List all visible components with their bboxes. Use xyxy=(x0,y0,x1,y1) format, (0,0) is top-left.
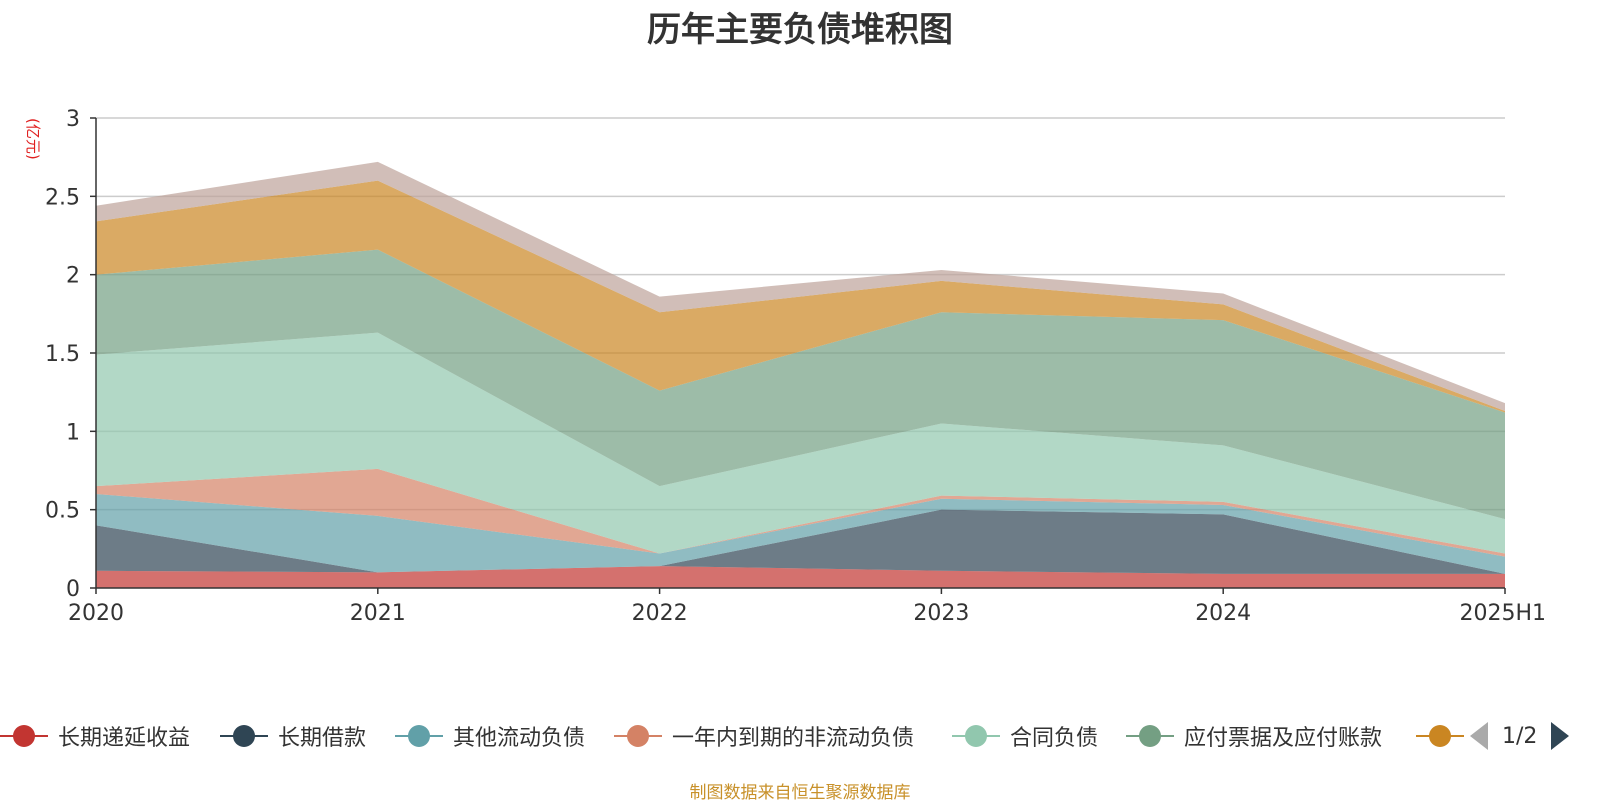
legend-symbol xyxy=(1126,724,1174,748)
legend-symbol xyxy=(395,724,443,748)
legend-label: 其他流动负债 xyxy=(453,726,586,751)
legend-symbol xyxy=(220,724,268,748)
area-series-2 xyxy=(96,494,1505,574)
area-series-6 xyxy=(96,180,1505,413)
y-tick-label: 3 xyxy=(66,107,80,132)
legend-label: 应付票据及应付账款 xyxy=(1184,726,1383,751)
x-tick-label: 2025H1 xyxy=(1459,601,1546,626)
area-series-1 xyxy=(96,509,1505,574)
x-tick-label: 2021 xyxy=(350,601,406,626)
area-series-4 xyxy=(96,332,1505,554)
legend-label: 一年内到期的非流动负债 xyxy=(672,726,915,751)
x-tick-label: 2020 xyxy=(68,601,124,626)
legend-item-4[interactable]: 合同负债 xyxy=(952,716,1098,756)
y-tick-label: 0.5 xyxy=(45,499,80,524)
legend-pager: 1/2 xyxy=(1470,716,1570,756)
legend-prev-page-icon[interactable] xyxy=(1470,722,1488,750)
legend-page-indicator: 1/2 xyxy=(1502,723,1538,749)
x-tick-label: 2022 xyxy=(632,601,688,626)
legend-item-1[interactable]: 长期借款 xyxy=(220,716,366,756)
legend-item-5[interactable]: 应付票据及应付账款 xyxy=(1126,716,1382,756)
legend-symbol xyxy=(0,724,48,748)
legend-symbol xyxy=(614,724,662,748)
legend-label: 长期借款 xyxy=(278,726,367,751)
y-tick-label: 1.5 xyxy=(45,342,80,367)
legend-item-2[interactable]: 其他流动负债 xyxy=(395,716,585,756)
y-tick-label: 1 xyxy=(66,420,80,445)
chart-title: 历年主要负债堆积图 xyxy=(647,10,953,50)
legend-symbol xyxy=(1416,724,1464,748)
legend-item-6[interactable] xyxy=(1416,716,1474,756)
legend-next-page-icon[interactable] xyxy=(1551,722,1570,750)
legend: 长期递延收益 长期借款 其他流动负债 一年内到期的非流动负债 合同负债 应付票据… xyxy=(0,716,1600,756)
y-tick-label: 2 xyxy=(66,264,80,289)
legend-item-0[interactable]: 长期递延收益 xyxy=(0,716,190,756)
legend-label: 合同负债 xyxy=(1010,726,1099,751)
legend-label: 长期递延收益 xyxy=(58,726,191,751)
x-tick-label: 2023 xyxy=(913,601,969,626)
area-series-7 xyxy=(96,161,1505,411)
stacked-area-chart: 0 0.5 1 1.5 2 2.5 3 2020 2021 2022 2023 2024 2025H1 xyxy=(45,107,1546,626)
area-series-3 xyxy=(96,468,1505,557)
y-tick-label: 0 xyxy=(66,577,80,602)
source-note: 制图数据来自恒生聚源数据库 xyxy=(689,783,911,803)
area-series-5 xyxy=(96,249,1505,520)
area-series-0 xyxy=(96,566,1505,588)
x-tick-label: 2024 xyxy=(1195,601,1251,626)
y-tick-label: 2.5 xyxy=(45,185,80,210)
legend-symbol xyxy=(952,724,1000,748)
legend-item-3[interactable]: 一年内到期的非流动负债 xyxy=(614,716,914,756)
